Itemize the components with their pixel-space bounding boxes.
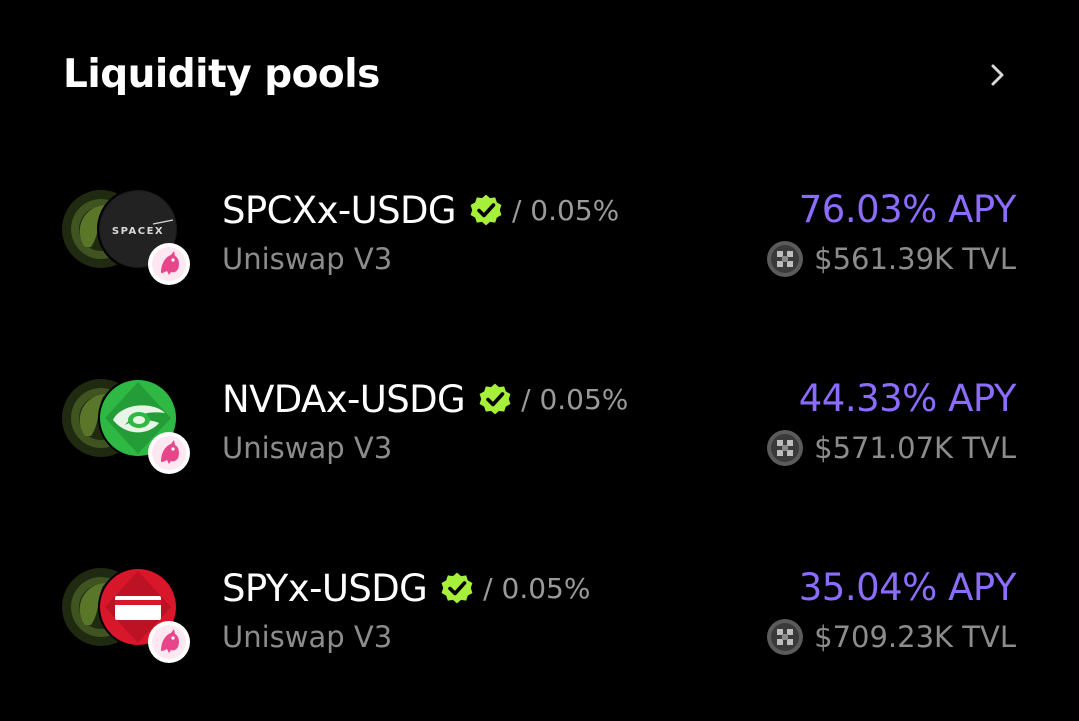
pool-dex-name: Uniswap V3: [222, 431, 393, 465]
pool-token-logos: [61, 562, 191, 672]
chevron-right-icon[interactable]: [981, 59, 1013, 91]
pool-row[interactable]: SPACEX SPCXx-USDG / 0.05% Uniswap V3 76.…: [0, 184, 1079, 314]
pool-tvl-line: $561.39K TVL: [766, 240, 1016, 278]
pool-fee-tier: / 0.05%: [511, 193, 620, 227]
pool-tvl-line: $571.07K TVL: [766, 429, 1016, 467]
pool-dex-name: Uniswap V3: [222, 242, 393, 276]
pool-fee-tier: / 0.05%: [483, 571, 591, 605]
section-title: Liquidity pools: [63, 52, 380, 97]
pool-token-logos: SPACEX: [61, 184, 191, 294]
chain-logo-icon: [766, 240, 804, 278]
svg-text:SPACEX: SPACEX: [112, 226, 164, 237]
pool-apy: 76.03% APY: [798, 188, 1017, 231]
pool-apy: 35.04% APY: [798, 566, 1017, 609]
uniswap-unicorn-icon: [148, 243, 190, 285]
pool-pair-line: SPYx-USDG / 0.05%: [222, 564, 590, 612]
pool-pair-name: SPYx-USDG: [222, 566, 428, 610]
section-header: Liquidity pools: [63, 48, 1023, 104]
chain-logo-icon: [766, 618, 804, 656]
pool-token-logos: [61, 373, 191, 483]
verified-badge-icon: [439, 570, 475, 606]
verified-badge-icon: [477, 381, 513, 417]
pool-fee-tier: / 0.05%: [521, 382, 629, 416]
pool-row[interactable]: SPYx-USDG / 0.05% Uniswap V3 35.04% APY …: [0, 562, 1079, 692]
chain-logo-icon: [766, 429, 804, 467]
pool-tvl: $571.07K TVL: [814, 431, 1016, 465]
pool-pair-name: NVDAx-USDG: [222, 377, 466, 421]
nvidia-eye-logo-icon: [98, 378, 178, 458]
pool-tvl: $561.39K TVL: [814, 242, 1016, 276]
pool-tvl: $709.23K TVL: [814, 620, 1016, 654]
verified-badge-icon: [468, 192, 504, 228]
uniswap-unicorn-icon: [148, 432, 190, 474]
pool-dex-name: Uniswap V3: [222, 620, 393, 654]
pool-row[interactable]: NVDAx-USDG / 0.05% Uniswap V3 44.33% APY…: [0, 373, 1079, 503]
uniswap-unicorn-icon: [148, 621, 190, 663]
pool-pair-line: SPCXx-USDG / 0.05%: [222, 186, 619, 234]
pool-tvl-line: $709.23K TVL: [766, 618, 1016, 656]
pool-pair-line: NVDAx-USDG / 0.05%: [222, 375, 628, 423]
pool-apy: 44.33% APY: [798, 377, 1017, 420]
pool-pair-name: SPCXx-USDG: [222, 188, 457, 232]
